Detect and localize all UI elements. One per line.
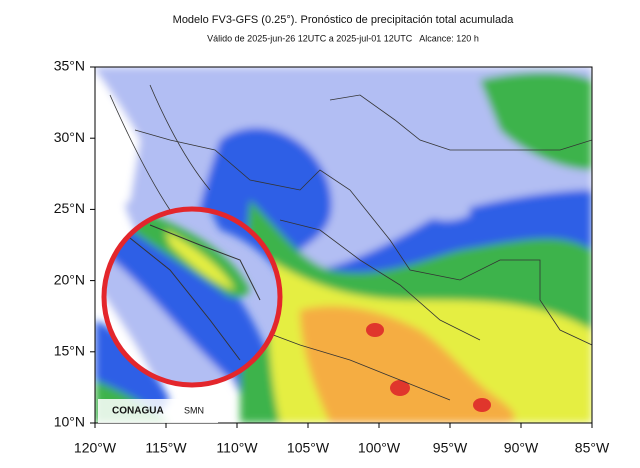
subtitle: Válido de 2025-jun-26 12UTC a 2025-jul-0… xyxy=(207,33,479,43)
x-tick-label: 100°W xyxy=(358,440,401,456)
x-tick-label: 95°W xyxy=(433,440,468,456)
precip-field xyxy=(95,67,592,423)
y-tick-label: 35°N xyxy=(54,58,85,74)
x-tick-label: 105°W xyxy=(287,440,330,456)
y-tick-label: 25°N xyxy=(54,200,85,216)
zoom-inset xyxy=(101,206,283,388)
x-tick-label: 90°W xyxy=(504,440,539,456)
y-tick-label: 15°N xyxy=(54,343,85,359)
x-tick-label: 110°W xyxy=(216,440,258,456)
y-tick-label: 30°N xyxy=(54,129,85,145)
logos: CONAGUA SMN xyxy=(98,399,218,423)
axes: 120°W 115°W 110°W 105°W 100°W 95°W 90°W 85°W 10°… xyxy=(54,58,610,456)
logo-conagua: CONAGUA xyxy=(112,406,164,417)
y-tick-label: 20°N xyxy=(54,271,85,287)
title: Modelo FV3-GFS (0.25°). Pronóstico de pr… xyxy=(173,14,515,26)
y-tick-label: 10°N xyxy=(54,414,85,430)
map-frame xyxy=(94,66,593,424)
x-tick-label: 120°W xyxy=(74,440,117,456)
logo-smn: SMN xyxy=(184,405,204,415)
x-tick-label: 115°W xyxy=(145,440,187,456)
x-tick-label: 85°W xyxy=(575,440,610,456)
